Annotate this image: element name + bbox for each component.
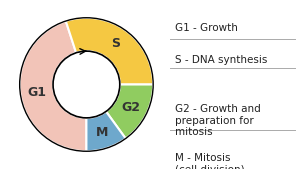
Text: M - Mitosis
(cell division): M - Mitosis (cell division) <box>175 153 244 169</box>
Wedge shape <box>20 21 86 151</box>
Text: M: M <box>96 126 108 139</box>
Wedge shape <box>106 84 153 139</box>
Text: S: S <box>111 38 120 51</box>
Text: G1: G1 <box>27 86 46 99</box>
Wedge shape <box>86 112 126 151</box>
Circle shape <box>53 51 120 118</box>
Wedge shape <box>66 18 153 85</box>
Text: G1 - Growth: G1 - Growth <box>175 23 238 33</box>
Text: S - DNA synthesis: S - DNA synthesis <box>175 55 267 65</box>
Text: G2: G2 <box>122 101 141 114</box>
Text: G2 - Growth and
preparation for
mitosis: G2 - Growth and preparation for mitosis <box>175 104 261 137</box>
